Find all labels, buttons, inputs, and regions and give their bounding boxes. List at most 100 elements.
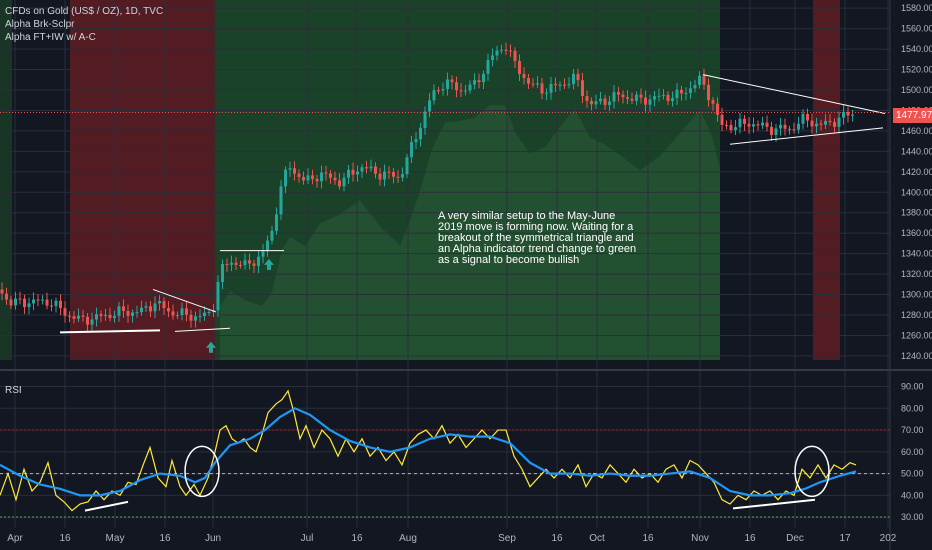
price-axis-label: 1360.00	[901, 228, 932, 238]
candle-body	[126, 310, 130, 316]
candle-body	[468, 84, 472, 91]
price-trendline	[729, 127, 884, 145]
candle-body	[324, 172, 328, 174]
candle-body	[144, 306, 148, 308]
candle-body	[158, 301, 161, 304]
candle-body	[140, 307, 143, 313]
candle-body	[639, 94, 643, 98]
price-axis-label: 1300.00	[901, 290, 932, 300]
candle-body	[68, 315, 71, 317]
candle-body	[450, 79, 454, 83]
price-axis-label: 1520.00	[901, 65, 932, 75]
candle-body	[653, 96, 656, 100]
candle-body	[702, 75, 706, 85]
candle-body	[630, 98, 634, 101]
candle-body	[464, 90, 467, 92]
candle-body	[252, 263, 256, 266]
candle-body	[720, 114, 724, 125]
candle-body	[662, 94, 665, 96]
candle-body	[707, 84, 710, 101]
price-axis-label: 1340.00	[901, 249, 932, 259]
candle-body	[590, 101, 593, 105]
candle-body	[743, 118, 746, 124]
candle-body	[171, 311, 175, 316]
candle-body	[761, 122, 764, 126]
candle-body	[86, 316, 89, 325]
candle-body	[54, 300, 58, 307]
candle-body	[230, 262, 233, 265]
candle-body	[248, 260, 251, 264]
candle-body	[392, 172, 395, 177]
candle-body	[356, 171, 359, 175]
candle-body	[644, 97, 647, 105]
candle-body	[221, 264, 224, 283]
time-axis-label: Oct	[589, 533, 605, 544]
rsi-pane-label: RSI	[5, 385, 22, 396]
candle-body	[486, 59, 490, 74]
price-axis-label: 1400.00	[901, 187, 932, 197]
price-axis-label: 1540.00	[901, 44, 932, 54]
buy-signal-arrow-icon	[206, 341, 216, 353]
time-axis-label: Sep	[498, 533, 516, 544]
candle-body	[567, 84, 571, 86]
candle-body	[621, 94, 625, 98]
candle-body	[810, 120, 814, 127]
candle-body	[765, 122, 769, 127]
time-axis-label: 202	[880, 533, 897, 544]
price-axis-label: 1420.00	[901, 167, 932, 177]
candle-body	[90, 319, 94, 325]
candle-body	[675, 89, 679, 99]
candle-body	[315, 178, 319, 182]
price-trendline	[702, 74, 886, 115]
candle-body	[297, 173, 301, 177]
candle-body	[18, 298, 22, 300]
candle-body	[432, 90, 436, 101]
candle-body	[369, 166, 373, 169]
time-axis-label: 16	[744, 533, 756, 544]
indicator-label-1: Alpha Brk-Sclpr	[5, 19, 75, 30]
candle-body	[819, 123, 823, 125]
price-axis-label: 1560.00	[901, 24, 932, 34]
candle-body	[117, 306, 121, 316]
candle-body	[266, 240, 269, 252]
time-axis-label: Aug	[399, 533, 417, 544]
candle-body	[608, 101, 611, 105]
candle-body	[491, 55, 494, 60]
price-axis-label: 1320.00	[901, 269, 932, 279]
candle-body	[320, 172, 323, 182]
rsi-trendline	[84, 500, 129, 512]
candle-body	[311, 175, 314, 179]
candle-body	[842, 111, 845, 118]
candle-body	[333, 177, 337, 181]
candle-body	[792, 129, 796, 131]
price-trendline	[152, 288, 217, 313]
candle-body	[617, 92, 620, 95]
candle-body	[747, 123, 751, 127]
candle-body	[657, 95, 661, 97]
trend-zone-bearish	[813, 0, 840, 360]
candle-body	[797, 123, 800, 130]
candle-body	[756, 124, 760, 126]
price-axis-label: 1240.00	[901, 351, 932, 361]
candle-body	[0, 289, 4, 294]
rsi-axis-label: 80.00	[901, 403, 924, 413]
candle-body	[5, 293, 8, 300]
candle-body	[27, 303, 31, 308]
rsi-axis-label: 50.00	[901, 469, 924, 479]
candle-body	[698, 75, 701, 85]
candle-body	[185, 308, 188, 315]
candle-body	[365, 167, 368, 169]
price-axis-label: 1380.00	[901, 208, 932, 218]
candle-body	[851, 114, 854, 116]
candle-body	[198, 316, 202, 318]
candle-body	[153, 303, 157, 312]
candle-body	[257, 256, 260, 266]
candle-body	[500, 49, 503, 51]
current-price-tag: 1477.97	[893, 108, 932, 123]
candle-body	[603, 98, 607, 105]
candle-body	[162, 301, 166, 309]
candle-body	[738, 118, 742, 128]
candle-body	[693, 84, 697, 89]
rsi-axis-label: 30.00	[901, 512, 924, 522]
